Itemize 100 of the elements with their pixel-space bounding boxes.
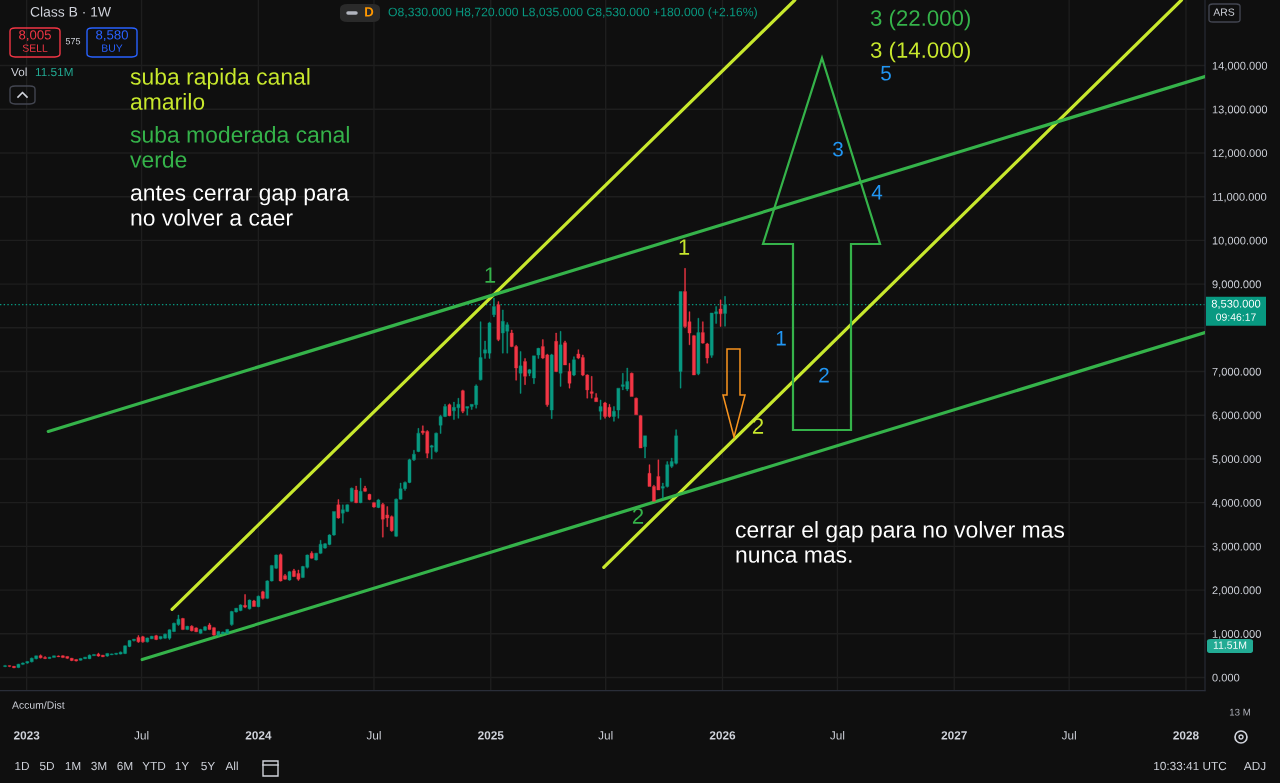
candlestick bbox=[185, 625, 190, 631]
text: All bbox=[225, 761, 238, 771]
candlestick bbox=[598, 399, 603, 420]
y-tick-label: 0.000 bbox=[1212, 673, 1240, 682]
candlestick bbox=[496, 301, 501, 342]
candlestick bbox=[558, 331, 563, 387]
annotation: antes cerrar gap para no volver a caer bbox=[130, 185, 350, 226]
candlestick bbox=[341, 504, 345, 524]
candlestick bbox=[309, 551, 314, 559]
annotation: 3 bbox=[833, 141, 843, 157]
x-tick-label: Jul bbox=[598, 730, 613, 740]
x-tick-label: 2026 bbox=[709, 731, 736, 740]
candlestick bbox=[256, 595, 261, 608]
candlestick bbox=[47, 656, 52, 659]
y-tick-label: 7,000.000 bbox=[1212, 367, 1261, 377]
x-tick-label: 2024 bbox=[245, 731, 272, 740]
candlestick bbox=[696, 317, 701, 376]
candlestick bbox=[296, 569, 301, 581]
candlestick bbox=[252, 599, 256, 607]
candlestick bbox=[145, 637, 150, 643]
candlestick bbox=[549, 353, 554, 419]
candlestick bbox=[105, 653, 110, 657]
text: Accum/Dist bbox=[12, 701, 65, 709]
y-tick-label: 4,000.000 bbox=[1212, 498, 1261, 509]
candlestick bbox=[589, 376, 594, 399]
candlestick bbox=[87, 654, 92, 660]
text: ARS bbox=[1213, 8, 1235, 16]
candlestick bbox=[96, 652, 101, 657]
candlestick bbox=[198, 628, 203, 634]
candlestick bbox=[629, 372, 634, 397]
y-tick-label: 11,000.000 bbox=[1212, 192, 1267, 203]
y-tick-label: 1,000.000 bbox=[1212, 630, 1261, 640]
y-tick-label: 13,000.000 bbox=[1212, 105, 1268, 115]
text: 5D bbox=[39, 761, 54, 771]
text: 11.51M bbox=[1213, 641, 1247, 649]
candlestick bbox=[456, 397, 461, 419]
annotation: BUY bbox=[102, 44, 123, 52]
candlestick bbox=[349, 487, 354, 502]
x-tick-label: Jul bbox=[134, 730, 149, 740]
chart-title: Class B · 1W bbox=[30, 6, 111, 17]
y-tick-label: 6,000.000 bbox=[1212, 411, 1261, 421]
y-tick-label: 10,000.000 bbox=[1212, 236, 1268, 246]
candlestick bbox=[3, 665, 7, 668]
annotation: 1 bbox=[679, 239, 690, 255]
ref-line-label: 8,530.000 bbox=[1211, 299, 1261, 309]
annotation: 11.51M bbox=[35, 67, 73, 77]
text: 13 M bbox=[1229, 708, 1251, 716]
candlestick bbox=[65, 656, 70, 659]
candlestick bbox=[34, 655, 38, 660]
candlestick bbox=[625, 367, 629, 391]
annotation: suba moderada canal verde bbox=[130, 126, 349, 168]
annotation: D bbox=[365, 7, 374, 17]
text: 09:46:17 bbox=[1216, 313, 1256, 321]
y-tick-label: 3,000.000 bbox=[1212, 542, 1261, 552]
candlestick bbox=[638, 415, 643, 449]
candlestick bbox=[74, 659, 78, 662]
candlestick bbox=[474, 384, 478, 409]
candlestick bbox=[381, 502, 385, 538]
candlestick bbox=[718, 299, 723, 327]
candlestick bbox=[643, 435, 647, 459]
x-tick-label: 2028 bbox=[1173, 731, 1199, 740]
candlestick bbox=[216, 630, 221, 637]
candlestick bbox=[358, 477, 363, 504]
candlestick bbox=[376, 498, 381, 509]
candlestick bbox=[181, 617, 185, 631]
text: 1M bbox=[65, 761, 81, 771]
x-tick-label: 2023 bbox=[13, 731, 40, 740]
text: 3M bbox=[91, 761, 107, 771]
annotation: 1 bbox=[485, 267, 496, 283]
x-tick-label: 2027 bbox=[941, 731, 967, 740]
annotation: 8,580 bbox=[96, 30, 128, 42]
annotation: cerrar el gap para no volver mas nunca mas. bbox=[735, 521, 1065, 563]
annotation: suba rapida canal amarilo bbox=[130, 68, 310, 110]
y-tick-label: 2,000.000 bbox=[1212, 586, 1261, 596]
annotation: 4 bbox=[871, 185, 883, 200]
annotation: Vol bbox=[11, 67, 27, 77]
candlestick bbox=[230, 610, 234, 626]
candlestick bbox=[492, 297, 496, 318]
candlestick bbox=[190, 625, 194, 632]
candlestick bbox=[372, 502, 376, 508]
text: 6M bbox=[117, 761, 133, 771]
candlestick bbox=[554, 332, 558, 373]
x-tick-label: Jul bbox=[830, 730, 845, 740]
text: 1Y bbox=[175, 761, 189, 771]
candlestick bbox=[158, 635, 163, 640]
candlestick bbox=[336, 499, 341, 519]
candlestick bbox=[487, 321, 492, 359]
candlestick bbox=[478, 321, 483, 381]
candlestick bbox=[78, 658, 83, 661]
text: 5Y bbox=[201, 761, 215, 771]
candlestick bbox=[225, 628, 230, 634]
candlestick bbox=[287, 571, 292, 581]
y-tick-label: 9,000.000 bbox=[1212, 280, 1261, 290]
annotation: 575 bbox=[65, 38, 81, 45]
annotation: SELL bbox=[22, 44, 48, 52]
x-tick-label: Jul bbox=[366, 730, 381, 740]
annotation: 8,005 bbox=[19, 30, 51, 42]
text: 10:33:41 UTC bbox=[1154, 761, 1227, 771]
candlestick bbox=[523, 358, 527, 385]
annotation: 2 bbox=[632, 508, 644, 524]
